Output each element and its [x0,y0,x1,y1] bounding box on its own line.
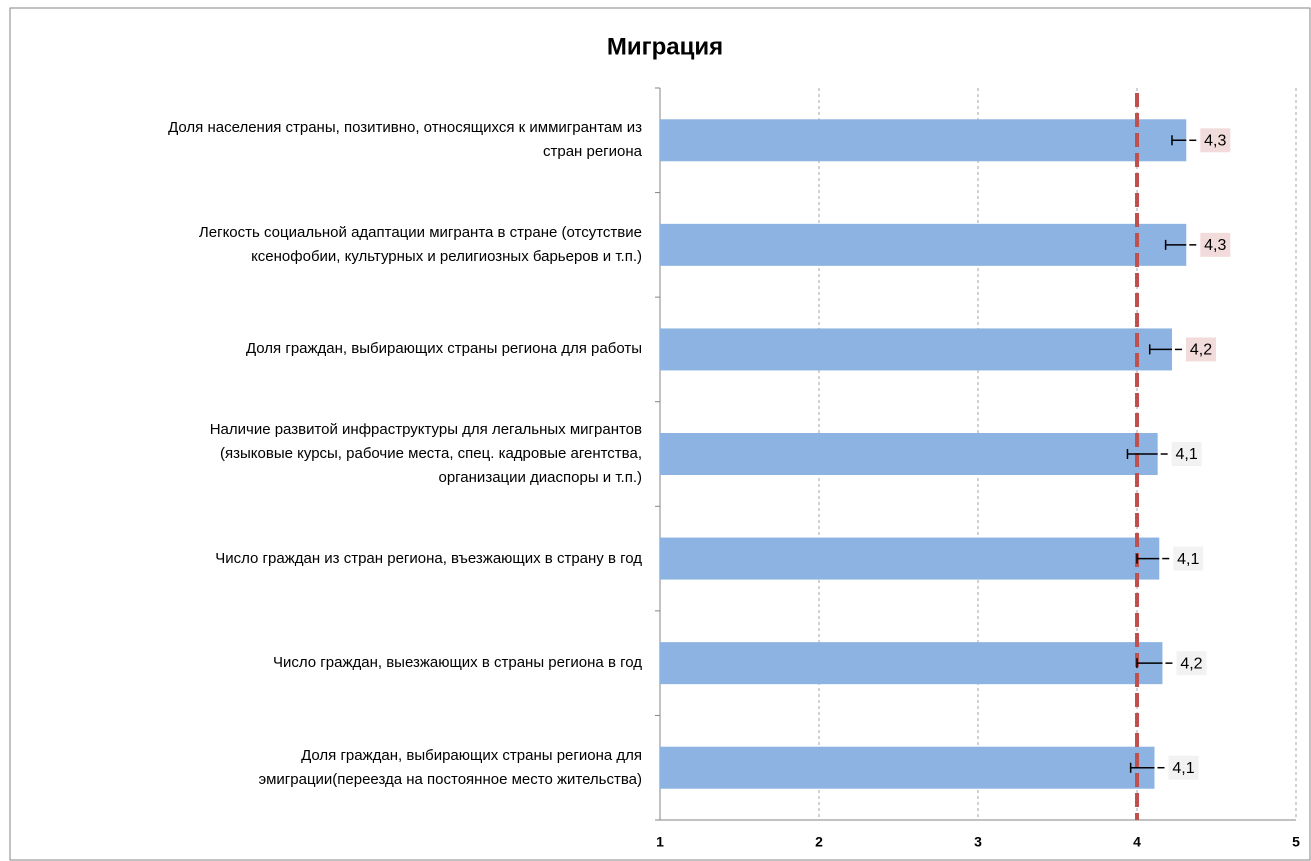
category-label-box: Легкость социальной адаптации мигранта в… [198,223,642,265]
bar [660,223,1187,266]
error-bar [1129,762,1155,773]
x-tick-label: 5 [1292,834,1300,850]
value-label: 4,3 [1204,133,1226,150]
x-tick-label: 4 [1133,834,1141,850]
category-label: Наличие развитой инфраструктуры для лега… [209,420,642,486]
value-label: 4,3 [1204,237,1226,254]
category-label: Доля населения страны, позитивно, относя… [168,119,642,161]
category-label: Число граждан, выезжающих в страны регио… [272,654,642,672]
category-label-box: Число граждан, выезжающих в страны регио… [272,654,642,672]
error-bar [1136,553,1160,564]
category-label: Легкость социальной адаптации мигранта в… [198,223,642,265]
error-bar [1126,449,1158,459]
value-label-bg [1176,651,1207,676]
chart-title: Миграция [607,33,723,60]
category-label-box: Доля граждан, выбирающих страны региона … [258,746,642,788]
category-label-box: Число граждан из стран региона, въезжающ… [215,549,642,567]
x-tick-label: 3 [974,834,982,850]
value-label: 4,2 [1190,342,1212,359]
error-bar [1136,658,1163,669]
value-label-bg [1173,546,1204,571]
bar [660,433,1158,475]
bar [660,746,1155,789]
value-label-bg [1200,128,1231,153]
value-label-bg [1171,442,1202,466]
value-label-bg [1168,755,1199,780]
value-label-bg [1185,337,1216,362]
x-tick-label: 2 [815,834,823,850]
bar [660,119,1187,162]
error-bar [1164,239,1187,250]
category-label: Число граждан из стран региона, въезжающ… [215,549,642,567]
value-label: 4,1 [1176,446,1198,463]
category-label-box: Доля населения страны, позитивно, относя… [168,119,642,161]
value-label-bg [1200,232,1231,257]
category-label: Доля граждан, выбирающих страны региона … [245,340,642,358]
category-label: Доля граждан, выбирающих страны региона … [258,746,642,788]
error-bar [1148,344,1172,355]
value-label: 4,1 [1172,760,1194,777]
value-label: 4,2 [1180,655,1202,672]
error-bar [1171,135,1187,146]
bar [660,328,1172,371]
category-label-box: Доля граждан, выбирающих страны региона … [245,340,642,358]
value-label: 4,1 [1177,551,1199,568]
bar [660,537,1160,580]
category-label-box: Наличие развитой инфраструктуры для лега… [209,420,642,486]
bar [660,642,1163,685]
x-tick-label: 1 [656,834,664,850]
